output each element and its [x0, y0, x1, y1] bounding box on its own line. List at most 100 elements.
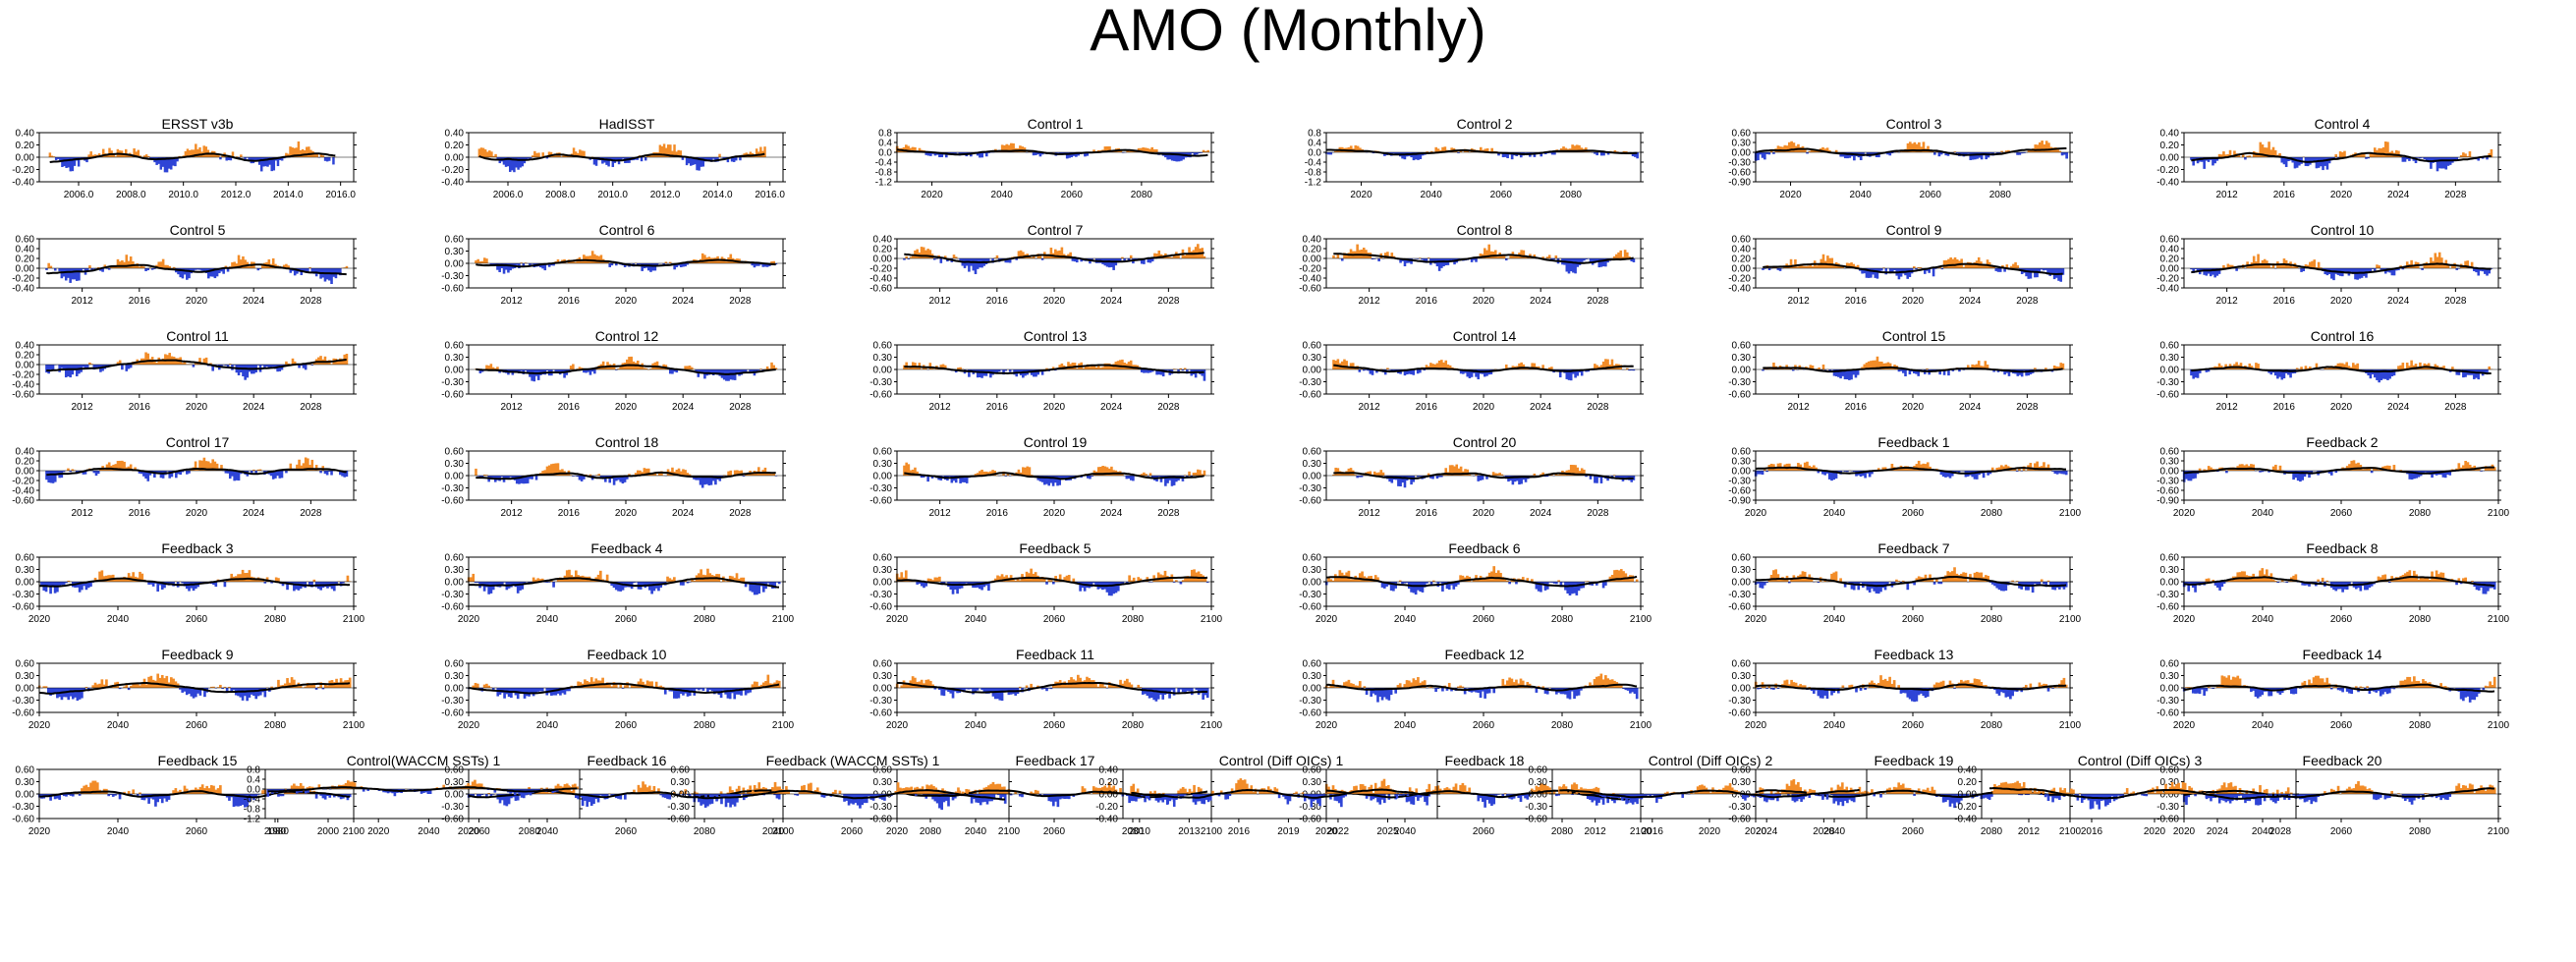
anomaly-bar — [1570, 582, 1574, 594]
anomaly-bar — [1548, 152, 1552, 153]
anomaly-bar — [728, 575, 732, 582]
anomaly-bar — [1186, 476, 1189, 478]
anomaly-bar — [1846, 471, 1849, 473]
anomaly-bar — [2332, 268, 2335, 281]
anomaly-bar — [1065, 152, 1069, 159]
anomaly-bar — [733, 577, 737, 582]
anomaly-bar — [1389, 582, 1393, 591]
anomaly-bar — [1197, 244, 1200, 258]
anomaly-bar — [1594, 152, 1596, 154]
anomaly-bar — [1459, 369, 1463, 374]
anomaly-bar — [770, 261, 773, 263]
x-tick-label: 2080 — [264, 614, 287, 625]
anomaly-bar — [1567, 258, 1571, 274]
anomaly-bar — [709, 157, 713, 162]
anomaly-bar — [757, 467, 760, 476]
anomaly-bar — [2480, 471, 2483, 472]
anomaly-bar — [2408, 366, 2411, 369]
anomaly-bar — [1154, 148, 1158, 152]
anomaly-bar — [2189, 471, 2193, 481]
anomaly-bar — [64, 268, 68, 281]
anomaly-bar — [233, 261, 236, 268]
anomaly-bar — [256, 268, 260, 271]
anomaly-bar — [1398, 580, 1402, 582]
anomaly-bar — [2185, 582, 2188, 585]
anomaly-bar — [666, 576, 669, 582]
anomaly-bar — [1416, 476, 1420, 478]
anomaly-bar — [1397, 476, 1400, 486]
anomaly-bar — [2059, 363, 2063, 369]
anomaly-bar — [614, 582, 618, 591]
anomaly-bar — [2222, 368, 2225, 369]
x-tick-label: 2016 — [1416, 296, 1438, 307]
anomaly-bar — [204, 146, 208, 157]
anomaly-bar — [920, 247, 924, 258]
anomaly-bar — [2056, 147, 2059, 152]
y-tick-label: 0.40 — [16, 245, 35, 255]
anomaly-bar — [164, 264, 167, 268]
anomaly-bar — [1977, 361, 1981, 369]
anomaly-bar — [1096, 365, 1100, 369]
anomaly-bar — [1622, 150, 1626, 152]
anomaly-bar — [1520, 250, 1523, 258]
anomaly-bar — [1132, 476, 1135, 481]
anomaly-bar — [502, 157, 506, 165]
anomaly-bar — [1990, 582, 1994, 585]
anomaly-bar — [1110, 582, 1113, 596]
anomaly-bar — [2269, 149, 2273, 157]
anomaly-bar — [224, 365, 228, 366]
anomaly-bar — [328, 471, 331, 472]
anomaly-bar — [2448, 471, 2452, 476]
anomaly-bar — [293, 582, 296, 592]
anomaly-bar — [1007, 144, 1011, 152]
anomaly-bar — [1630, 258, 1634, 261]
x-tick-label: 2006.0 — [64, 190, 94, 200]
y-tick-label: 0.00 — [16, 153, 35, 164]
anomaly-bar — [192, 365, 196, 368]
x-tick-label: 2020 — [1902, 402, 1925, 413]
anomaly-bar — [1856, 369, 1860, 375]
anomaly-bar — [1917, 460, 1921, 471]
anomaly-bar — [2380, 148, 2383, 157]
anomaly-bar — [606, 476, 609, 478]
anomaly-bar — [1626, 368, 1629, 369]
x-tick-label: 2016 — [129, 296, 151, 307]
anomaly-bar — [2059, 268, 2063, 282]
anomaly-bar — [2018, 152, 2022, 155]
anomaly-bar — [1381, 472, 1385, 476]
x-tick-label: 2028 — [1587, 296, 1609, 307]
anomaly-bar — [2315, 267, 2319, 268]
anomaly-bar — [605, 157, 608, 165]
anomaly-bar — [686, 582, 690, 584]
y-tick-label: 0.60 — [1303, 341, 1322, 352]
anomaly-bar — [1058, 365, 1061, 369]
anomaly-bar — [1496, 256, 1499, 258]
anomaly-bar — [1948, 471, 1952, 479]
anomaly-bar — [252, 469, 255, 471]
anomaly-bar — [1129, 360, 1133, 369]
anomaly-bar — [211, 268, 214, 277]
anomaly-bar — [1619, 250, 1623, 258]
anomaly-bar — [188, 582, 191, 592]
anomaly-bar — [200, 268, 203, 271]
anomaly-bar — [1179, 582, 1183, 585]
smoothed-line — [46, 263, 347, 276]
anomaly-bar — [264, 157, 267, 167]
anomaly-bar — [1091, 364, 1093, 369]
anomaly-bar — [2327, 471, 2331, 474]
anomaly-bar — [1610, 359, 1614, 369]
anomaly-bar — [1790, 468, 1793, 471]
anomaly-bar — [1180, 152, 1183, 161]
anomaly-bar — [909, 147, 913, 152]
anomaly-bar — [139, 571, 141, 582]
anomaly-bar — [202, 457, 206, 471]
anomaly-bar — [336, 268, 340, 274]
anomaly-bar — [73, 268, 77, 280]
anomaly-bar — [615, 157, 619, 160]
x-tick-label: 2020 — [1902, 296, 1925, 307]
anomaly-bar — [519, 157, 522, 168]
anomaly-bar — [472, 573, 476, 582]
anomaly-bar — [2250, 366, 2254, 369]
anomaly-bar — [2455, 268, 2459, 270]
